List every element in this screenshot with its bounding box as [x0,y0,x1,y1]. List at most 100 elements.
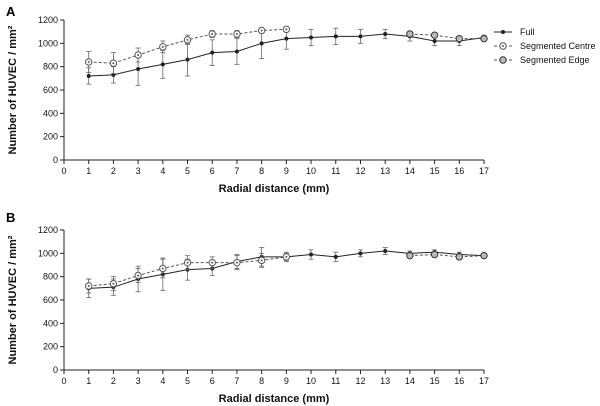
series-segmented-edge [406,30,488,43]
series-line [409,33,484,40]
data-point [134,51,142,59]
y-tick-label: 0 [53,365,58,375]
x-tick-label: 8 [259,166,264,176]
data-point [358,251,363,256]
x-tick-label: 0 [61,166,66,176]
legend-label: Segmented Centre [520,41,596,51]
x-tick-label: 13 [380,376,390,386]
legend-label: Full [520,27,535,37]
series-full [86,27,487,86]
data-point [406,30,414,38]
legend-item: Full [494,27,535,37]
y-tick-label: 400 [43,318,58,328]
x-tick-label: 11 [331,376,340,386]
data-point [282,253,291,261]
data-point [109,279,118,288]
x-tick-label: 12 [355,166,365,176]
x-tick-label: 6 [210,376,215,386]
data-point [259,41,264,46]
data-point [257,26,266,35]
x-tick-label: 17 [479,376,489,386]
series-segmented-centre [85,25,291,75]
x-tick-label: 14 [405,166,415,176]
x-tick-label: 9 [284,376,289,386]
y-tick-label: 200 [43,132,58,142]
data-point [432,39,437,43]
legend-item: Segmented Edge [494,55,590,65]
x-tick-label: 16 [454,376,464,386]
y-tick-label: 200 [43,342,58,352]
data-point [333,254,338,259]
x-tick-label: 8 [259,376,264,386]
data-point [185,57,190,62]
legend-label: Segmented Edge [520,55,590,65]
y-tick-label: 1000 [38,38,58,48]
x-tick-label: 15 [430,376,440,386]
legend-marker [499,42,507,50]
x-tick-label: 10 [306,166,316,176]
y-tick-label: 1200 [38,15,58,25]
data-point [159,43,167,51]
data-point [234,49,239,54]
data-point [480,34,488,43]
data-point [86,74,91,78]
x-tick-label: 5 [185,166,190,176]
y-tick-label: 400 [43,108,58,118]
y-axis-label: Number of HUVEC / mm² [7,25,19,154]
x-tick-label: 11 [331,166,340,176]
series-line [409,253,485,258]
x-tick-label: 10 [306,376,316,386]
y-tick-label: 600 [43,295,58,305]
data-point [455,34,463,43]
data-point [358,34,363,39]
x-tick-label: 14 [405,376,415,386]
x-tick-label: 13 [380,166,390,176]
x-tick-label: 1 [86,376,91,386]
x-tick-label: 15 [430,166,440,176]
data-point [160,62,165,67]
data-point [210,50,215,55]
x-tick-label: 4 [160,166,165,176]
data-point [333,34,338,39]
data-point [159,264,167,273]
x-tick-label: 16 [454,166,464,176]
x-tick-label: 7 [234,376,239,386]
y-tick-label: 800 [43,62,58,72]
legend: Full Segmented Centre Segmented Edge [494,27,596,65]
data-point [455,253,463,261]
series-segmented-edge [406,250,488,261]
x-tick-label: 3 [136,166,141,176]
x-tick-label: 7 [234,166,239,176]
x-tick-label: 12 [355,376,365,386]
data-point [406,251,414,260]
data-point [480,251,488,260]
x-axis-label: Radial distance (mm) [219,393,330,405]
data-point [284,36,289,41]
data-point [208,258,216,267]
panel-label: B [6,210,15,225]
data-point [383,32,388,36]
y-axis-label: Number of HUVEC / mm² [7,235,19,364]
data-point [309,35,314,40]
data-point [282,25,291,34]
data-point [136,67,141,71]
series-segmented-centre [85,252,291,294]
data-point [183,36,192,44]
data-point [85,58,93,66]
data-point [257,256,266,265]
x-tick-label: 9 [284,166,289,176]
x-tick-label: 4 [160,376,165,386]
x-axis-label: Radial distance (mm) [219,183,330,195]
data-point [430,250,439,259]
x-tick-label: 2 [111,376,116,386]
y-tick-label: 800 [43,272,58,282]
y-tick-label: 0 [53,155,58,165]
legend-marker [499,56,507,64]
data-point [85,282,93,290]
x-tick-label: 5 [185,376,190,386]
legend-item: Segmented Centre [494,41,596,51]
data-point [134,271,142,280]
y-tick-label: 1200 [38,225,58,235]
